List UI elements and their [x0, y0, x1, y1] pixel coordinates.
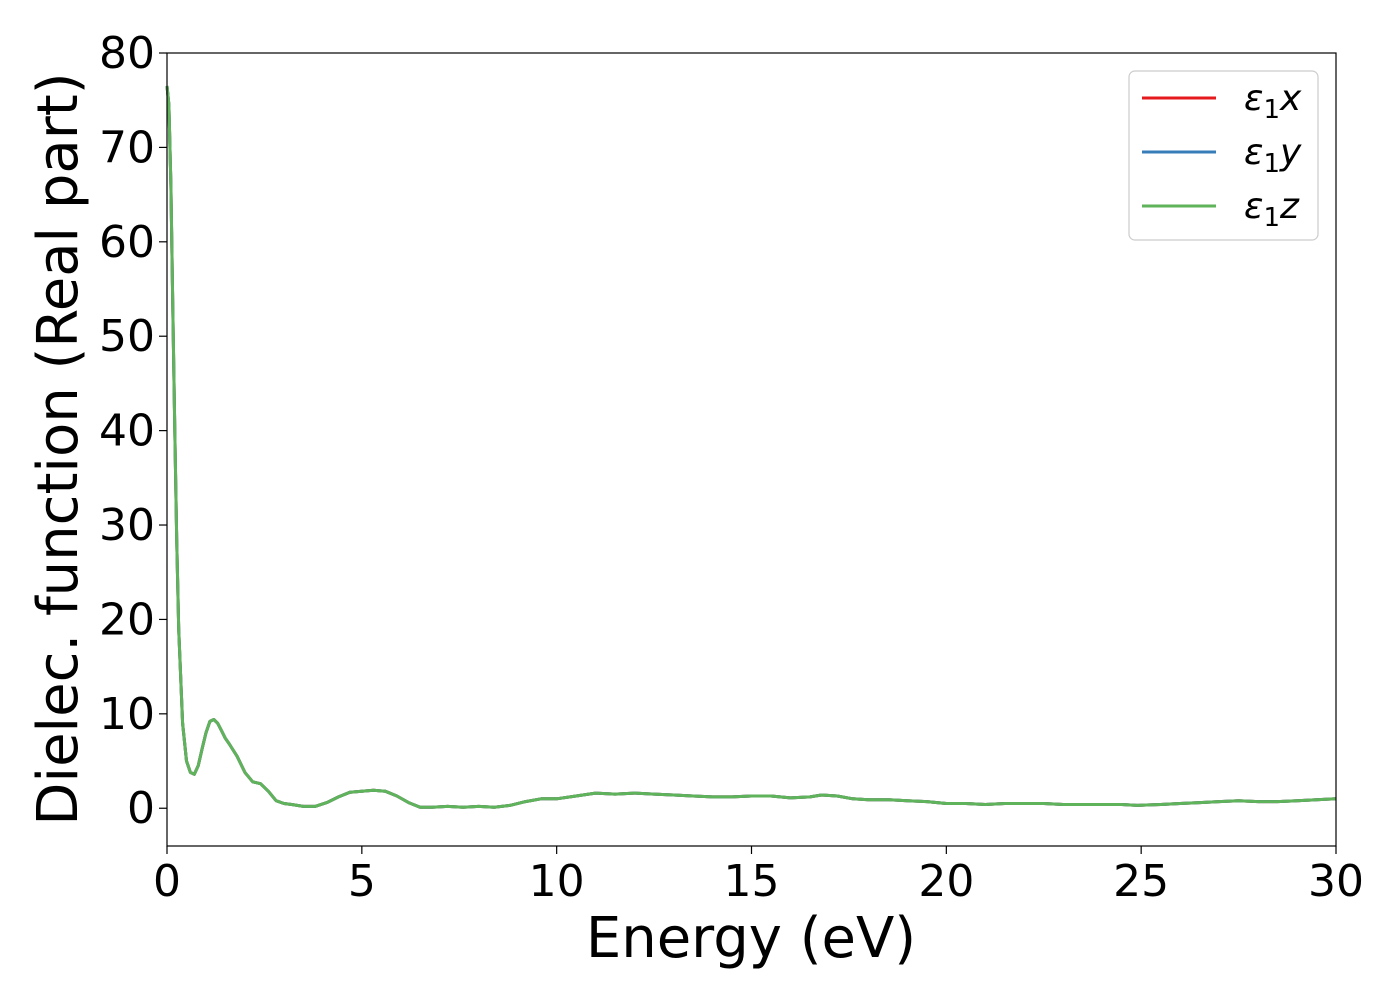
y-axis-title: Dielec. function (Real part)	[26, 72, 91, 825]
x-axis-ticks: 0 5 10 15 20 25 30	[153, 846, 1364, 907]
legend: ε1x ε1y ε1z	[1128, 70, 1319, 241]
y-tick-label: 10	[99, 689, 155, 740]
y-tick-label: 40	[99, 406, 155, 457]
x-tick-label: 15	[724, 856, 780, 907]
legend-label-x: ε1x	[1244, 78, 1302, 125]
legend-label-z: ε1z	[1244, 186, 1300, 233]
x-tick-label: 20	[918, 856, 974, 907]
y-tick-label: 80	[99, 28, 155, 79]
y-tick-label: 70	[99, 122, 155, 173]
series-layer	[165, 85, 1337, 809]
x-tick-label: 30	[1308, 856, 1364, 907]
x-tick-label: 10	[529, 856, 585, 907]
y-tick-label: 20	[99, 594, 155, 645]
legend-box	[1128, 70, 1319, 241]
y-axis-ticks: 0 10 20 30 40 50 60 70 80	[99, 28, 167, 834]
y-tick-label: 50	[99, 311, 155, 362]
y-tick-label: 0	[127, 783, 155, 834]
x-tick-label: 25	[1113, 856, 1169, 907]
y-tick-label: 30	[99, 500, 155, 551]
y-tick-label: 60	[99, 217, 155, 268]
x-tick-label: 0	[153, 856, 181, 907]
x-axis-title: Energy (eV)	[586, 906, 916, 971]
x-tick-label: 5	[348, 856, 376, 907]
series-line-z	[165, 85, 1337, 809]
legend-label-y: ε1y	[1244, 132, 1302, 179]
